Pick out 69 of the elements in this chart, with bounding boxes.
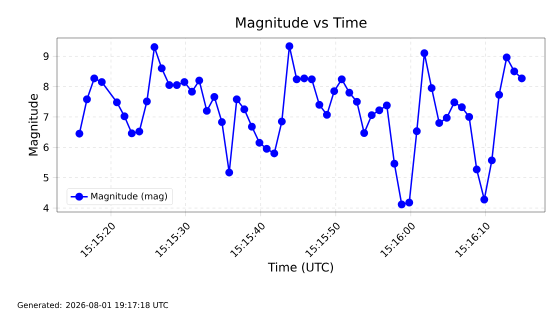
- point: [368, 111, 376, 120]
- point: [488, 156, 496, 164]
- point: [465, 113, 474, 121]
- point: [218, 118, 226, 126]
- point: [382, 101, 391, 110]
- point: [195, 76, 204, 84]
- point: [322, 110, 331, 119]
- point: [435, 119, 444, 127]
- point: [420, 49, 428, 58]
- y-tick-label: 5: [44, 174, 48, 182]
- point: [83, 95, 91, 104]
- y-tick-label: 8: [44, 82, 49, 90]
- y-tick-label: 6: [44, 144, 49, 152]
- point: [518, 74, 526, 82]
- point: [502, 53, 511, 62]
- point: [256, 138, 264, 147]
- legend-label: Magnitude (mag): [91, 192, 167, 202]
- point: [360, 129, 368, 137]
- point: [330, 87, 338, 96]
- point: [262, 144, 271, 153]
- point: [352, 98, 361, 106]
- point: [472, 166, 481, 174]
- point: [495, 90, 504, 99]
- point: [458, 103, 466, 112]
- point: [315, 100, 324, 109]
- point: [98, 78, 106, 86]
- point: [90, 74, 98, 82]
- point: [135, 128, 144, 136]
- point: [232, 95, 241, 104]
- point: [128, 129, 136, 138]
- point: [292, 75, 301, 84]
- point: [480, 196, 488, 204]
- point: [120, 112, 128, 120]
- point: [450, 98, 458, 106]
- y-axis-title: Magnitude: [28, 94, 40, 156]
- point: [285, 42, 294, 50]
- point: [390, 160, 398, 168]
- point: [338, 75, 346, 84]
- point: [75, 130, 84, 138]
- point: [442, 114, 451, 122]
- chart-title: Magnitude vs Time: [236, 17, 366, 30]
- point: [405, 198, 414, 207]
- point: [300, 74, 308, 82]
- point: [345, 88, 354, 97]
- point: [225, 168, 234, 176]
- point: [150, 43, 158, 52]
- point: [180, 78, 188, 86]
- y-tick-label: 4: [43, 204, 49, 212]
- point: [172, 81, 181, 90]
- point: [412, 127, 421, 136]
- point: [248, 122, 256, 131]
- y-tick-label: 7: [44, 113, 48, 121]
- point: [428, 84, 436, 92]
- point: [188, 88, 196, 96]
- point: [165, 81, 174, 90]
- point: [210, 92, 218, 101]
- point: [202, 106, 211, 115]
- y-tick-label: 9: [44, 52, 49, 60]
- x-axis-title: Time (UTC): [268, 262, 334, 274]
- point: [375, 106, 384, 114]
- point: [270, 149, 278, 158]
- point: [142, 98, 151, 106]
- point: [308, 75, 316, 84]
- point: [112, 98, 121, 106]
- point: [240, 105, 248, 114]
- point: [510, 67, 518, 76]
- point: [398, 200, 406, 208]
- point: [278, 118, 286, 126]
- point: [158, 64, 166, 72]
